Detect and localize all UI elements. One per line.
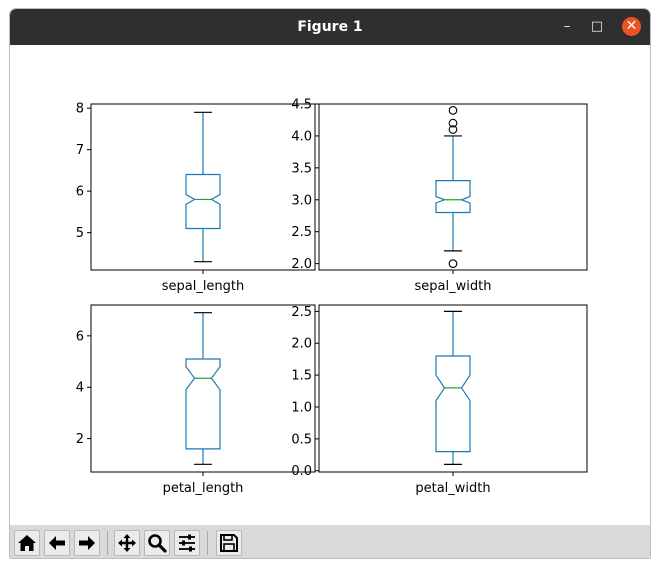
boxplot-figure: 5 6 7 8 sepal_length 2.0 2.5 3.0 3.5 4.0 4.5 sepal_… bbox=[76, 98, 588, 496]
y-tick-label: 7 bbox=[76, 143, 84, 158]
y-tick-label: 5 bbox=[76, 226, 84, 241]
y-tick-label: 2.0 bbox=[291, 337, 312, 352]
forward-icon bbox=[79, 536, 95, 550]
y-tick-label: 6 bbox=[76, 185, 84, 200]
y-tick-label: 2.5 bbox=[291, 225, 312, 240]
pan-button[interactable] bbox=[114, 530, 140, 556]
y-tick-label: 6 bbox=[76, 329, 84, 344]
save-button[interactable] bbox=[216, 530, 242, 556]
y-tick-label: 3.5 bbox=[291, 161, 312, 176]
y-tick-label: 1.0 bbox=[291, 400, 312, 415]
maximize-button[interactable]: □ bbox=[590, 19, 604, 34]
toolbar-separator bbox=[107, 531, 108, 555]
x-axis-label: petal_length bbox=[163, 481, 244, 496]
y-tick-label: 8 bbox=[76, 102, 84, 117]
zoom-icon bbox=[148, 534, 167, 553]
configure-subplots-button[interactable] bbox=[174, 530, 200, 556]
box-petal_width bbox=[435, 355, 471, 453]
y-tick-label: 0.5 bbox=[291, 432, 312, 447]
figure-canvas[interactable]: 5 6 7 8 sepal_length 2.0 2.5 3.0 3.5 4.0 4.5 sepal_… bbox=[10, 45, 650, 525]
configure-subplots-icon bbox=[179, 534, 195, 552]
figure-window: Figure 1 – □ ✕ 5 6 7 8 sepal_length 2.0 2.5 3.0… bbox=[9, 8, 651, 559]
navigation-toolbar bbox=[10, 525, 650, 558]
toolbar-separator bbox=[207, 531, 208, 555]
outlier-point bbox=[448, 106, 458, 115]
title-bar[interactable]: Figure 1 – □ ✕ bbox=[10, 9, 650, 45]
back-button[interactable] bbox=[44, 530, 70, 556]
box-sepal_length bbox=[185, 173, 221, 230]
minimize-button[interactable]: – bbox=[563, 19, 571, 34]
zoom-button[interactable] bbox=[144, 530, 170, 556]
y-tick-label: 4.0 bbox=[291, 129, 312, 144]
home-button[interactable] bbox=[14, 530, 40, 556]
x-axis-label: sepal_length bbox=[162, 279, 245, 294]
pan-icon bbox=[118, 534, 136, 552]
y-tick-label: 4 bbox=[76, 381, 84, 396]
y-tick-label: 2 bbox=[76, 432, 84, 447]
y-tick-label: 2.5 bbox=[291, 305, 312, 320]
outlier-point bbox=[448, 259, 458, 268]
y-tick-label: 0.0 bbox=[291, 464, 312, 479]
back-icon bbox=[49, 536, 65, 550]
outlier-point bbox=[448, 125, 458, 134]
save-icon bbox=[220, 534, 238, 552]
window-title: Figure 1 bbox=[297, 19, 363, 35]
close-button[interactable]: ✕ bbox=[622, 17, 641, 36]
box-petal_length bbox=[185, 358, 221, 450]
y-tick-label: 2.0 bbox=[291, 257, 312, 272]
box-sepal_width bbox=[435, 180, 471, 214]
y-tick-label: 1.5 bbox=[291, 369, 312, 384]
y-tick-label: 4.5 bbox=[291, 98, 312, 113]
x-axis-label: sepal_width bbox=[415, 279, 492, 294]
y-tick-label: 3.0 bbox=[291, 193, 312, 208]
x-axis-label: petal_width bbox=[415, 481, 490, 496]
forward-button[interactable] bbox=[74, 530, 100, 556]
outlier-point bbox=[448, 118, 458, 128]
home-icon bbox=[18, 535, 36, 551]
